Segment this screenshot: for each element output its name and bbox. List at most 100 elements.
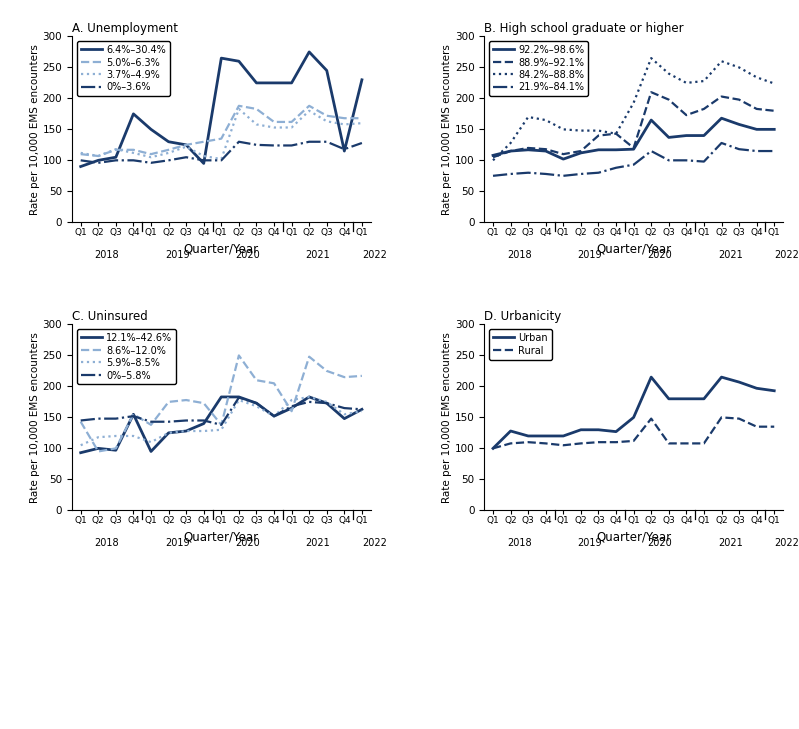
12.1%–42.6% [269,412,279,421]
3.7%–4.9% [287,123,296,132]
5.9%–8.5% [234,396,244,405]
84.2%–88.8% [488,156,498,165]
92.2%–98.6% [699,131,709,140]
92.2%–98.6% [646,116,656,125]
Text: 2020: 2020 [235,250,260,260]
21.9%–84.1% [541,170,551,179]
Rural [594,438,603,447]
Text: D. Urbanicity: D. Urbanicity [484,311,562,323]
Rural [734,414,744,423]
Urban [629,413,638,422]
0%–5.8% [322,399,332,408]
5.0%–6.3% [287,117,296,126]
Text: 2019: 2019 [578,538,602,548]
92.2%–98.6% [611,145,621,154]
88.9%–92.1% [629,144,638,152]
0%–3.6% [129,156,138,165]
12.1%–42.6% [111,446,121,455]
8.6%–12.0% [93,447,103,456]
Y-axis label: Rate per 10,000 EMS encounters: Rate per 10,000 EMS encounters [30,332,40,503]
Legend: 92.2%–98.6%, 88.9%–92.1%, 84.2%–88.8%, 21.9%–84.1%: 92.2%–98.6%, 88.9%–92.1%, 84.2%–88.8%, 2… [489,42,588,96]
0%–5.8% [304,397,314,406]
Rural [682,439,691,448]
Line: 88.9%–92.1%: 88.9%–92.1% [493,92,774,157]
Rural [523,438,533,447]
21.9%–84.1% [769,147,779,155]
3.7%–4.9% [93,152,103,160]
92.2%–98.6% [523,145,533,154]
Urban [682,394,691,403]
5.9%–8.5% [322,397,332,406]
84.2%–88.8% [769,79,779,88]
6.4%–30.4% [252,79,261,87]
Line: 6.4%–30.4%: 6.4%–30.4% [81,52,362,166]
5.9%–8.5% [269,412,279,421]
0%–3.6% [76,156,85,165]
84.2%–88.8% [664,69,674,78]
88.9%–92.1% [506,147,515,155]
Text: 2018: 2018 [507,250,531,260]
21.9%–84.1% [523,168,533,177]
0%–3.6% [304,137,314,146]
0%–5.8% [76,416,85,425]
3.7%–4.9% [217,155,226,163]
92.2%–98.6% [734,120,744,129]
Text: 2021: 2021 [305,538,330,548]
5.0%–6.3% [146,149,156,158]
5.0%–6.3% [164,145,173,154]
21.9%–84.1% [664,156,674,165]
Urban [488,444,498,453]
5.0%–6.3% [199,137,209,146]
0%–5.8% [111,414,121,423]
88.9%–92.1% [717,92,726,101]
21.9%–84.1% [611,163,621,172]
0%–3.6% [181,153,191,162]
88.9%–92.1% [576,147,586,155]
84.2%–88.8% [734,63,744,71]
5.9%–8.5% [129,432,138,440]
Urban [646,373,656,381]
84.2%–88.8% [559,125,568,133]
5.0%–6.3% [322,112,332,120]
Rural [664,439,674,448]
12.1%–42.6% [146,447,156,456]
Line: 12.1%–42.6%: 12.1%–42.6% [81,397,362,453]
92.2%–98.6% [594,145,603,154]
8.6%–12.0% [129,410,138,418]
Urban [734,378,744,386]
Line: 0%–3.6%: 0%–3.6% [81,141,362,163]
84.2%–88.8% [682,79,691,87]
5.0%–6.3% [234,101,244,110]
Text: B. High school graduate or higher: B. High school graduate or higher [484,23,684,35]
Line: 8.6%–12.0%: 8.6%–12.0% [81,356,362,451]
0%–5.8% [287,402,296,410]
92.2%–98.6% [559,155,568,163]
92.2%–98.6% [664,133,674,141]
Urban [752,384,761,393]
8.6%–12.0% [76,417,85,426]
0%–3.6% [111,156,121,165]
Urban [576,426,586,434]
6.4%–30.4% [129,109,138,118]
3.7%–4.9% [340,120,349,129]
0%–3.6% [269,141,279,150]
21.9%–84.1% [594,168,603,177]
5.9%–8.5% [164,429,173,437]
Rural [752,422,761,431]
12.1%–42.6% [164,429,173,437]
0%–5.8% [146,417,156,426]
5.0%–6.3% [129,145,138,154]
6.4%–30.4% [340,147,349,155]
Urban [541,432,551,440]
8.6%–12.0% [252,376,261,385]
3.7%–4.9% [76,149,85,157]
21.9%–84.1% [646,147,656,155]
6.4%–30.4% [357,75,367,84]
5.9%–8.5% [217,426,226,434]
5.9%–8.5% [199,426,209,435]
92.2%–98.6% [717,114,726,122]
8.6%–12.0% [269,379,279,388]
88.9%–92.1% [752,104,761,113]
3.7%–4.9% [181,142,191,151]
12.1%–42.6% [234,393,244,402]
